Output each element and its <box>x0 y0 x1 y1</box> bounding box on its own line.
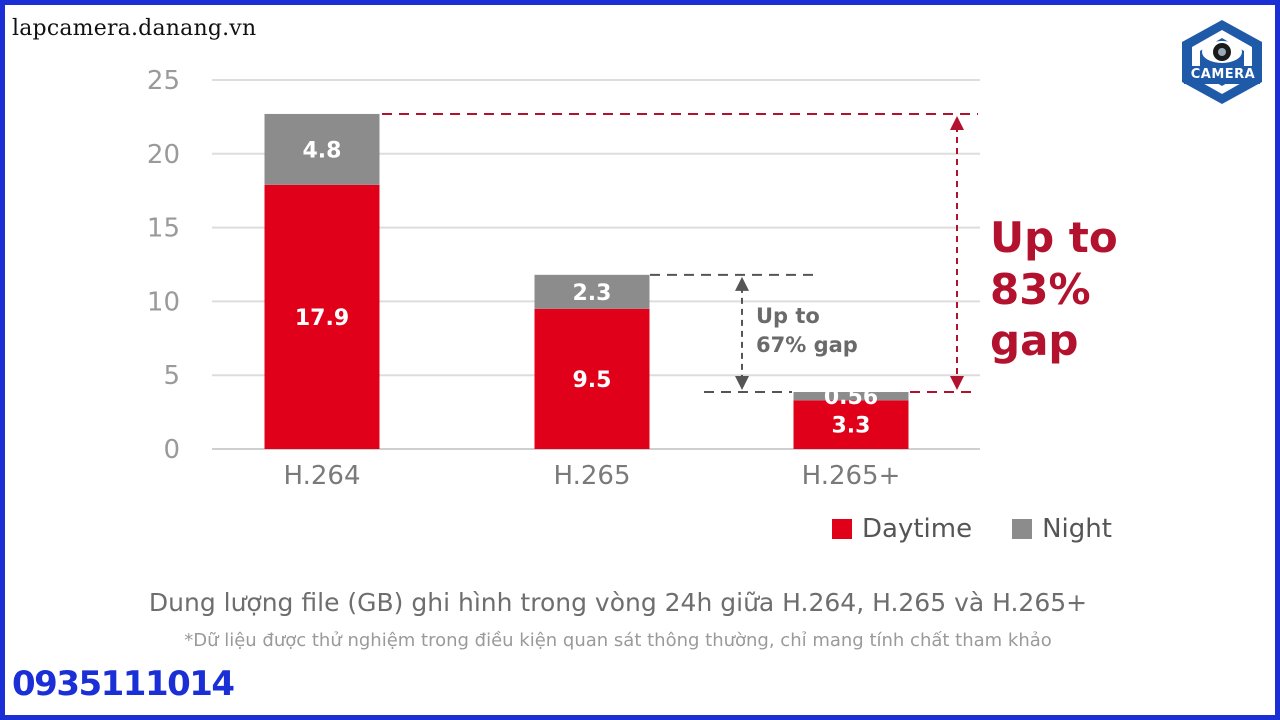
legend-label-night: Night <box>1042 514 1112 544</box>
bar-night-2 <box>793 392 909 401</box>
y-tick-label: 5 <box>163 361 180 391</box>
chart-note: *Dữ liệu được thử nghiệm trong điều kiện… <box>184 630 1052 651</box>
data-label: 17.9 <box>295 306 349 331</box>
data-label: 9.5 <box>573 368 612 393</box>
gap83-label-line3: gap <box>990 316 1078 365</box>
legend-label-daytime: Daytime <box>862 514 973 544</box>
bar-daytime-0 <box>264 184 380 449</box>
y-tick-label: 10 <box>147 287 180 317</box>
x-tick-label: H.265 <box>554 461 631 491</box>
bar-daytime-2 <box>793 400 909 449</box>
phone-number: 0935111014 <box>12 664 235 704</box>
gap67-label-line1: Up to <box>756 304 820 328</box>
logo-text: CAMERA <box>1190 67 1256 82</box>
bar-night-0 <box>264 113 380 185</box>
bar-daytime-1 <box>534 308 650 449</box>
gap83-label-line1: Up to <box>990 213 1118 262</box>
x-tick-label: H.264 <box>284 461 361 491</box>
chart-legend: Daytime Night <box>832 514 1152 544</box>
gap67-label-line2: 67% gap <box>756 333 858 357</box>
x-tick-label: H.265+ <box>802 461 901 491</box>
legend-swatch-night <box>1012 519 1033 539</box>
y-tick-label: 15 <box>147 214 180 244</box>
chart-caption: Dung lượng file (GB) ghi hình trong vòng… <box>148 588 1088 617</box>
gap67-arrow-head-down <box>735 376 749 391</box>
y-tick-label: 20 <box>147 140 180 170</box>
bar-night-1 <box>534 274 650 309</box>
gap67-arrow-head-up <box>735 276 749 291</box>
data-label: 4.8 <box>303 138 342 163</box>
legend-item-daytime: Daytime <box>832 514 972 544</box>
data-label: 3.3 <box>832 414 871 439</box>
gap83-arrow-head-down <box>950 376 964 391</box>
data-label: 2.3 <box>573 281 612 306</box>
gap83-arrow-head-up <box>950 115 964 130</box>
data-label: 0.56 <box>824 385 878 410</box>
gap83-label-line2: 83% <box>990 265 1091 314</box>
camera-logo-icon <box>1182 20 1262 104</box>
legend-item-night: Night <box>1012 514 1112 544</box>
site-watermark: lapcamera.danang.vn <box>12 16 257 41</box>
y-tick-label: 0 <box>163 435 180 465</box>
legend-swatch-daytime <box>832 519 852 539</box>
y-tick-label: 25 <box>147 66 180 96</box>
